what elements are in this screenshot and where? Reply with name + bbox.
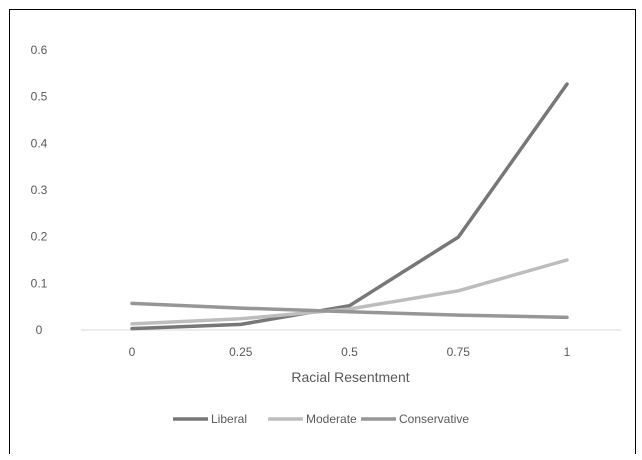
legend-label-liberal: Liberal [211,412,247,426]
series-lines [130,82,569,331]
y-tick-label: 0.3 [31,183,48,197]
legend-label-conservative: Conservative [399,412,469,426]
y-axis-ticks: 0 0.1 0.2 0.3 0.4 0.5 0.6 [31,43,48,337]
series-line-moderate [130,258,569,326]
y-tick-label: 0.1 [31,276,48,290]
x-tick-label: 1 [564,345,571,359]
legend-label-moderate: Moderate [306,412,357,426]
x-tick-label: 0.5 [341,345,358,359]
line-chart: 0 0.1 0.2 0.3 0.4 0.5 0.6 0 0.25 0.5 0.75 1 Racial… [31,43,621,426]
x-tick-label: 0.75 [447,345,471,359]
series-line-liberal [130,82,569,331]
y-tick-label: 0.5 [31,90,48,104]
series-line-conservative [130,301,569,320]
legend: Liberal Moderate Conservative [173,412,469,426]
y-tick-label: 0.6 [31,43,48,57]
x-axis-ticks: 0 0.25 0.5 0.75 1 [129,345,571,359]
y-tick-label: 0.4 [31,136,48,150]
y-tick-label: 0.2 [31,230,48,244]
x-tick-label: 0.25 [229,345,253,359]
x-axis-title: Racial Resentment [291,369,409,385]
y-tick-label: 0 [36,323,43,337]
chart-frame: 0 0.1 0.2 0.3 0.4 0.5 0.6 0 0.25 0.5 0.75 1 Racial… [9,9,636,454]
x-tick-label: 0 [129,345,136,359]
